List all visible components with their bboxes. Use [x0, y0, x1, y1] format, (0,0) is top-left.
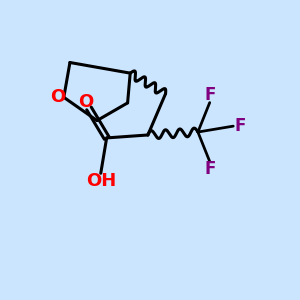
- Text: OH: OH: [85, 172, 116, 190]
- Text: O: O: [50, 88, 65, 106]
- Text: F: F: [204, 86, 215, 104]
- Text: F: F: [235, 117, 246, 135]
- Text: O: O: [78, 93, 94, 111]
- Text: F: F: [204, 160, 215, 178]
